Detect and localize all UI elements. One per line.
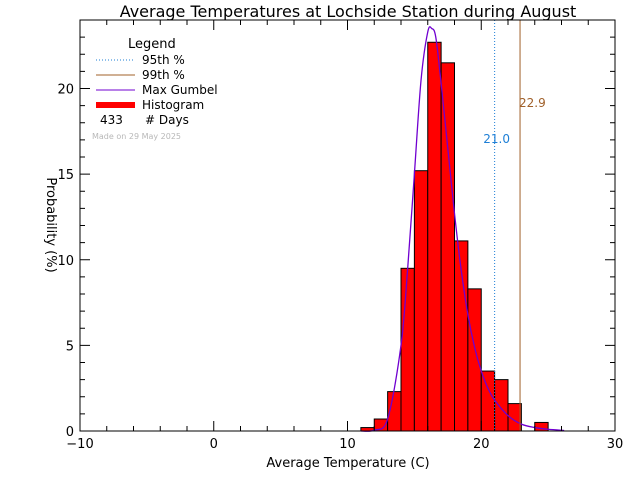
percentile-label-99th: 22.9 <box>519 96 546 110</box>
made-on-note: Made on 29 May 2025 <box>92 132 181 141</box>
histogram-bar-6 <box>440 62 455 432</box>
histogram-bar-5 <box>427 41 442 432</box>
percentile-label-95th: 21.0 <box>483 132 510 146</box>
x-tick-label: 10 <box>339 437 356 452</box>
y-tick-label: 5 <box>66 339 74 354</box>
x-axis-label: Average Temperature (C) <box>266 456 429 471</box>
histogram-bar-8 <box>467 288 482 432</box>
y-tick-label: 10 <box>57 254 74 269</box>
x-tick-label: 20 <box>473 437 490 452</box>
legend-label-3: Histogram <box>142 98 204 112</box>
x-tick-label: 30 <box>607 437 624 452</box>
legend-days-label: # Days <box>145 113 189 127</box>
legend-title: Legend <box>128 37 176 52</box>
y-tick-label: 15 <box>57 168 74 183</box>
legend-days-count: 433 <box>100 113 123 127</box>
max-gumbel-curve <box>360 26 565 432</box>
legend-label-0: 95th % <box>142 53 185 67</box>
x-tick-label: −10 <box>66 437 93 452</box>
chart-title: Average Temperatures at Lochside Station… <box>120 2 577 21</box>
histogram-bar-9 <box>480 370 496 432</box>
y-tick-label: 0 <box>66 425 74 440</box>
legend-label-2: Max Gumbel <box>142 83 218 97</box>
x-tick-label: 0 <box>210 437 218 452</box>
legend-label-1: 99th % <box>142 68 185 82</box>
histogram-bar-4 <box>413 170 429 432</box>
y-axis-label: Probability (%) <box>43 177 58 272</box>
histogram-bar-10 <box>494 379 509 432</box>
plot-area: 21.0 22.9 <box>360 20 565 432</box>
histogram-bar-3 <box>400 267 415 432</box>
y-tick-label: 20 <box>57 83 74 98</box>
